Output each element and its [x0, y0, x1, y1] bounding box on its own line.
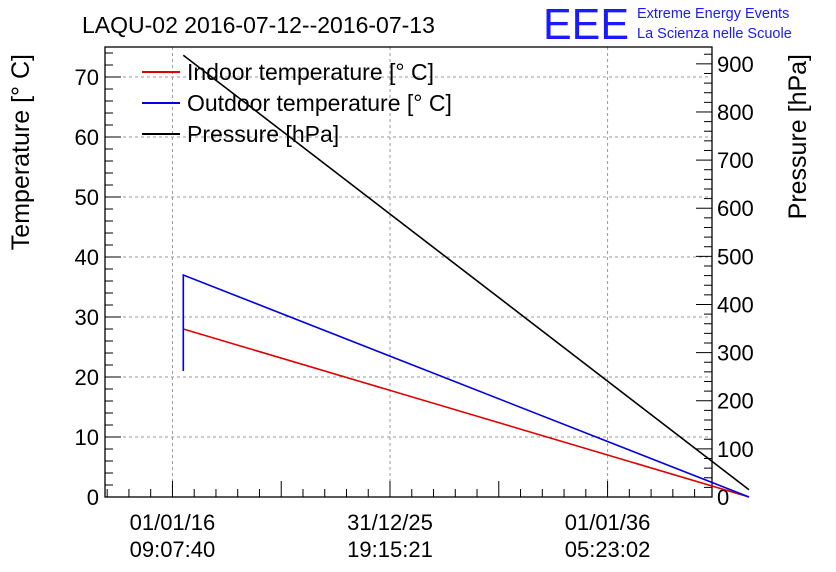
- y-right-tick-label: 200: [717, 389, 754, 414]
- x-tick-label-date: 01/01/16: [130, 510, 216, 535]
- y-left-tick-label: 20: [75, 365, 99, 390]
- grid: [105, 47, 712, 497]
- y-right-tick-label: 400: [717, 292, 754, 317]
- y-left-tick-label: 40: [75, 245, 99, 270]
- legend-label-2: Outdoor temperature [° C]: [187, 90, 452, 116]
- y-right-tick-label: 700: [717, 148, 754, 173]
- x-tick-label-time: 19:15:21: [347, 537, 433, 562]
- y-axis-left-label: Temperature [° C]: [7, 54, 35, 250]
- y-right-tick-label: 0: [717, 485, 729, 510]
- y-axis-right-label: Pressure [hPa]: [784, 54, 812, 219]
- y-left-tick-label: 30: [75, 305, 99, 330]
- y-left-tick-label: 0: [87, 485, 99, 510]
- y-left-tick-label: 50: [75, 185, 99, 210]
- eee-logo-line2: La Scienza nelle Scuole: [637, 26, 792, 42]
- legend-label-3: Pressure [hPa]: [187, 121, 339, 147]
- legend-label-1: Indoor temperature [° C]: [187, 59, 434, 85]
- x-tick-label-time: 09:07:40: [130, 537, 216, 562]
- y-right-tick-label: 500: [717, 244, 754, 269]
- x-tick-label-date: 31/12/25: [347, 510, 433, 535]
- legend: Indoor temperature [° C] Outdoor temperat…: [142, 59, 452, 147]
- y-left-tick-label: 10: [75, 425, 99, 450]
- series-line-3: [182, 54, 750, 491]
- eee-logo-mark: EEE: [543, 0, 629, 49]
- chart-title: LAQU-02 2016-07-12--2016-07-13: [82, 12, 435, 38]
- y-right-tick-label: 100: [717, 437, 754, 462]
- series-line-2: [182, 273, 750, 498]
- y-right-tick-label: 300: [717, 341, 754, 366]
- series-line-1: [183, 328, 750, 498]
- y-right-tick-label: 900: [717, 52, 754, 77]
- y-left-tick-label: 70: [75, 65, 99, 90]
- eee-logo: EEE Extreme Energy Events La Scienza nel…: [543, 0, 792, 49]
- series-lines: [182, 54, 750, 498]
- y-right-tick-label: 600: [717, 196, 754, 221]
- axes: 0102030405060700100200300400500600700800…: [75, 46, 754, 562]
- x-tick-label-date: 01/01/36: [565, 510, 651, 535]
- x-tick-label-time: 05:23:02: [565, 537, 651, 562]
- y-right-tick-label: 800: [717, 100, 754, 125]
- eee-logo-line1: Extreme Energy Events: [637, 6, 789, 22]
- y-left-tick-label: 60: [75, 125, 99, 150]
- plot-frame: [104, 46, 713, 498]
